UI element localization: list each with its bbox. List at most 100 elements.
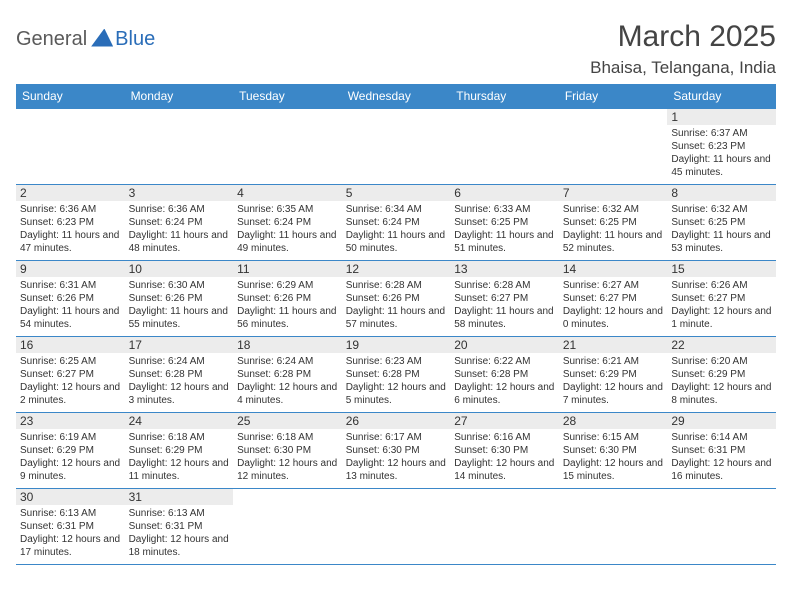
day-number: 30 (16, 489, 125, 505)
day-details: Sunrise: 6:25 AMSunset: 6:27 PMDaylight:… (20, 355, 121, 407)
day-details: Sunrise: 6:26 AMSunset: 6:27 PMDaylight:… (671, 279, 772, 331)
day-details: Sunrise: 6:13 AMSunset: 6:31 PMDaylight:… (129, 507, 230, 559)
sunset-text: Sunset: 6:26 PM (20, 292, 121, 305)
calendar-row: 30Sunrise: 6:13 AMSunset: 6:31 PMDayligh… (16, 489, 776, 565)
sunset-text: Sunset: 6:28 PM (454, 368, 555, 381)
daylight-text: Daylight: 12 hours and 5 minutes. (346, 381, 447, 407)
daylight-text: Daylight: 12 hours and 14 minutes. (454, 457, 555, 483)
calendar-row: 23Sunrise: 6:19 AMSunset: 6:29 PMDayligh… (16, 413, 776, 489)
calendar-cell: 3Sunrise: 6:36 AMSunset: 6:24 PMDaylight… (125, 185, 234, 261)
day-details: Sunrise: 6:24 AMSunset: 6:28 PMDaylight:… (129, 355, 230, 407)
day-details: Sunrise: 6:17 AMSunset: 6:30 PMDaylight:… (346, 431, 447, 483)
calendar-cell: 31Sunrise: 6:13 AMSunset: 6:31 PMDayligh… (125, 489, 234, 565)
sunset-text: Sunset: 6:29 PM (20, 444, 121, 457)
calendar-cell: 18Sunrise: 6:24 AMSunset: 6:28 PMDayligh… (233, 337, 342, 413)
title-block: March 2025 Bhaisa, Telangana, India (590, 20, 776, 78)
sail-icon (91, 29, 113, 47)
day-details: Sunrise: 6:33 AMSunset: 6:25 PMDaylight:… (454, 203, 555, 255)
calendar-cell: 30Sunrise: 6:13 AMSunset: 6:31 PMDayligh… (16, 489, 125, 565)
sunset-text: Sunset: 6:27 PM (671, 292, 772, 305)
day-details: Sunrise: 6:29 AMSunset: 6:26 PMDaylight:… (237, 279, 338, 331)
day-number: 25 (233, 413, 342, 429)
calendar-cell: 2Sunrise: 6:36 AMSunset: 6:23 PMDaylight… (16, 185, 125, 261)
logo: General Blue (16, 20, 155, 51)
daylight-text: Daylight: 12 hours and 16 minutes. (671, 457, 772, 483)
sunrise-text: Sunrise: 6:37 AM (671, 127, 772, 140)
sunset-text: Sunset: 6:25 PM (454, 216, 555, 229)
calendar-cell (559, 109, 668, 185)
calendar-cell (559, 489, 668, 565)
calendar-cell (667, 489, 776, 565)
calendar-row: 2Sunrise: 6:36 AMSunset: 6:23 PMDaylight… (16, 185, 776, 261)
calendar-cell: 17Sunrise: 6:24 AMSunset: 6:28 PMDayligh… (125, 337, 234, 413)
daylight-text: Daylight: 12 hours and 17 minutes. (20, 533, 121, 559)
sunrise-text: Sunrise: 6:34 AM (346, 203, 447, 216)
calendar-cell (342, 109, 451, 185)
calendar-cell: 14Sunrise: 6:27 AMSunset: 6:27 PMDayligh… (559, 261, 668, 337)
day-details: Sunrise: 6:23 AMSunset: 6:28 PMDaylight:… (346, 355, 447, 407)
sunset-text: Sunset: 6:28 PM (237, 368, 338, 381)
day-details: Sunrise: 6:22 AMSunset: 6:28 PMDaylight:… (454, 355, 555, 407)
day-header: Wednesday (342, 84, 451, 109)
sunset-text: Sunset: 6:29 PM (129, 444, 230, 457)
daylight-text: Daylight: 12 hours and 11 minutes. (129, 457, 230, 483)
calendar-cell: 12Sunrise: 6:28 AMSunset: 6:26 PMDayligh… (342, 261, 451, 337)
sunrise-text: Sunrise: 6:32 AM (671, 203, 772, 216)
day-number: 11 (233, 261, 342, 277)
sunrise-text: Sunrise: 6:13 AM (20, 507, 121, 520)
day-details: Sunrise: 6:31 AMSunset: 6:26 PMDaylight:… (20, 279, 121, 331)
sunset-text: Sunset: 6:29 PM (671, 368, 772, 381)
calendar-cell (233, 109, 342, 185)
day-number: 4 (233, 185, 342, 201)
sunset-text: Sunset: 6:26 PM (346, 292, 447, 305)
sunrise-text: Sunrise: 6:20 AM (671, 355, 772, 368)
sunset-text: Sunset: 6:24 PM (346, 216, 447, 229)
sunset-text: Sunset: 6:29 PM (563, 368, 664, 381)
sunrise-text: Sunrise: 6:29 AM (237, 279, 338, 292)
sunset-text: Sunset: 6:27 PM (563, 292, 664, 305)
day-number: 19 (342, 337, 451, 353)
day-details: Sunrise: 6:34 AMSunset: 6:24 PMDaylight:… (346, 203, 447, 255)
day-number: 27 (450, 413, 559, 429)
calendar-cell: 15Sunrise: 6:26 AMSunset: 6:27 PMDayligh… (667, 261, 776, 337)
sunrise-text: Sunrise: 6:21 AM (563, 355, 664, 368)
daylight-text: Daylight: 11 hours and 57 minutes. (346, 305, 447, 331)
sunrise-text: Sunrise: 6:17 AM (346, 431, 447, 444)
day-details: Sunrise: 6:30 AMSunset: 6:26 PMDaylight:… (129, 279, 230, 331)
day-details: Sunrise: 6:18 AMSunset: 6:30 PMDaylight:… (237, 431, 338, 483)
day-number: 24 (125, 413, 234, 429)
calendar-cell: 27Sunrise: 6:16 AMSunset: 6:30 PMDayligh… (450, 413, 559, 489)
daylight-text: Daylight: 11 hours and 47 minutes. (20, 229, 121, 255)
calendar-cell (125, 109, 234, 185)
day-number: 22 (667, 337, 776, 353)
day-number: 20 (450, 337, 559, 353)
sunset-text: Sunset: 6:28 PM (346, 368, 447, 381)
calendar-row: 9Sunrise: 6:31 AMSunset: 6:26 PMDaylight… (16, 261, 776, 337)
calendar-cell (233, 489, 342, 565)
calendar-cell: 1Sunrise: 6:37 AMSunset: 6:23 PMDaylight… (667, 109, 776, 185)
header: General Blue March 2025 Bhaisa, Telangan… (16, 20, 776, 78)
sunrise-text: Sunrise: 6:30 AM (129, 279, 230, 292)
logo-text-blue: Blue (115, 28, 155, 51)
daylight-text: Daylight: 12 hours and 9 minutes. (20, 457, 121, 483)
day-number: 8 (667, 185, 776, 201)
daylight-text: Daylight: 11 hours and 52 minutes. (563, 229, 664, 255)
calendar-cell: 21Sunrise: 6:21 AMSunset: 6:29 PMDayligh… (559, 337, 668, 413)
sunset-text: Sunset: 6:24 PM (129, 216, 230, 229)
day-header: Monday (125, 84, 234, 109)
day-number: 21 (559, 337, 668, 353)
day-number: 18 (233, 337, 342, 353)
sunrise-text: Sunrise: 6:28 AM (346, 279, 447, 292)
day-number: 10 (125, 261, 234, 277)
sunset-text: Sunset: 6:25 PM (563, 216, 664, 229)
day-number: 6 (450, 185, 559, 201)
day-details: Sunrise: 6:14 AMSunset: 6:31 PMDaylight:… (671, 431, 772, 483)
day-details: Sunrise: 6:27 AMSunset: 6:27 PMDaylight:… (563, 279, 664, 331)
calendar-cell: 23Sunrise: 6:19 AMSunset: 6:29 PMDayligh… (16, 413, 125, 489)
daylight-text: Daylight: 11 hours and 49 minutes. (237, 229, 338, 255)
day-details: Sunrise: 6:20 AMSunset: 6:29 PMDaylight:… (671, 355, 772, 407)
daylight-text: Daylight: 12 hours and 3 minutes. (129, 381, 230, 407)
day-number: 1 (667, 109, 776, 125)
calendar-body: 1Sunrise: 6:37 AMSunset: 6:23 PMDaylight… (16, 109, 776, 565)
day-details: Sunrise: 6:28 AMSunset: 6:27 PMDaylight:… (454, 279, 555, 331)
